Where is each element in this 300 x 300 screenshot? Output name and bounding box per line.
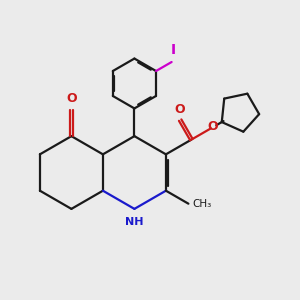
Text: O: O (66, 92, 77, 105)
Text: O: O (207, 120, 218, 133)
Text: CH₃: CH₃ (193, 199, 212, 209)
Text: NH: NH (125, 217, 144, 226)
Text: I: I (170, 43, 175, 57)
Text: O: O (175, 103, 185, 116)
